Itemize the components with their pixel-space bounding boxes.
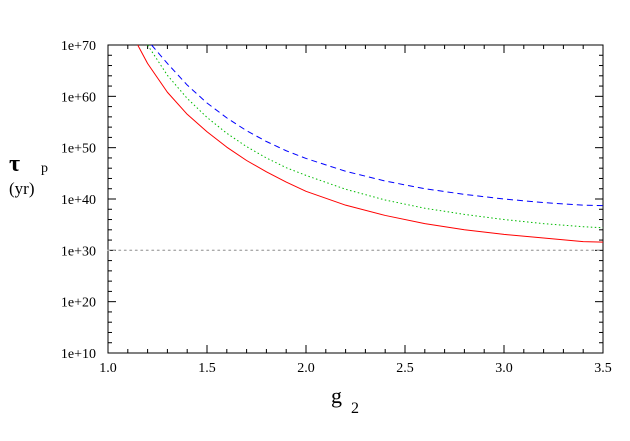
x-tick-label: 3.0 xyxy=(495,361,513,376)
x-axis-label: g xyxy=(331,383,342,408)
y-tick-label: 1e+30 xyxy=(61,244,96,259)
x-tick-label: 3.5 xyxy=(594,361,612,376)
y-axis-label-symbol: τ xyxy=(9,151,21,177)
series-line-1-solid xyxy=(137,44,604,243)
series-line-2-dotted xyxy=(147,44,604,229)
y-tick-label: 1e+60 xyxy=(61,90,96,105)
x-tick-label: 2.0 xyxy=(297,361,315,376)
y-tick-label: 1e+10 xyxy=(61,347,96,362)
x-tick-label: 2.5 xyxy=(396,361,414,376)
y-tick-label: 1e+50 xyxy=(61,142,96,157)
y-tick-label: 1e+70 xyxy=(61,39,96,54)
x-axis-label-subscript: 2 xyxy=(351,400,359,417)
y-axis-label-subscript: p xyxy=(41,161,48,176)
x-tick-label: 1.0 xyxy=(99,361,117,376)
series-line-3-dashed xyxy=(151,44,604,207)
x-tick-label: 1.5 xyxy=(198,361,216,376)
plot-area xyxy=(107,44,604,354)
y-tick-label: 1e+40 xyxy=(61,193,96,208)
y-tick-label: 1e+20 xyxy=(61,296,96,311)
y-axis-label-unit: (yr) xyxy=(9,179,35,198)
